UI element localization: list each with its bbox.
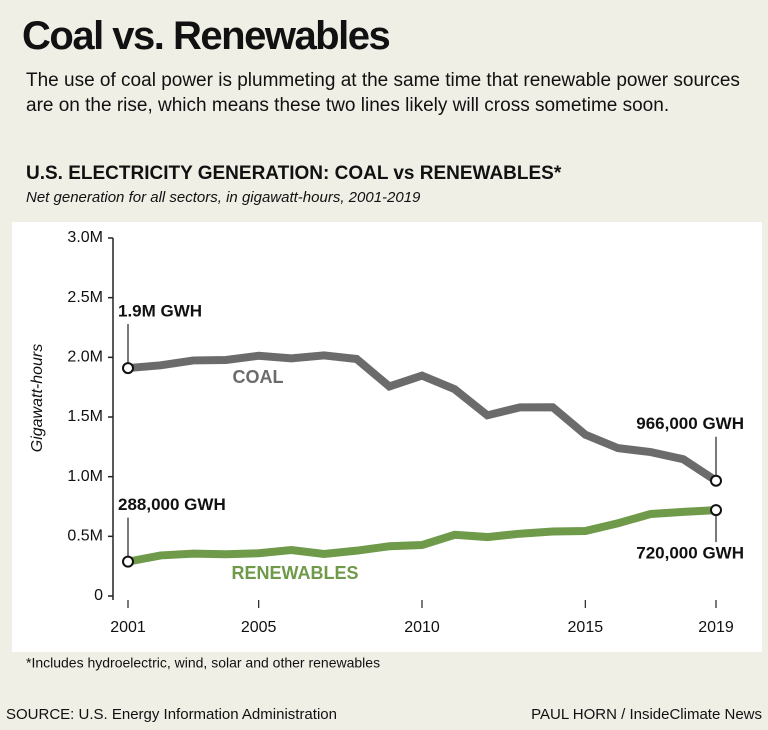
x-tick-label: 2019 <box>698 619 734 636</box>
series-line <box>127 506 717 566</box>
point-marker <box>122 555 134 568</box>
chart-subtitle: Net generation for all sectors, in gigaw… <box>26 189 421 206</box>
x-tick-label: 2005 <box>241 619 277 636</box>
y-tick-label: 1.0M <box>67 468 103 485</box>
page-title: Coal vs. Renewables <box>22 14 391 58</box>
x-tick-label: 2010 <box>404 619 440 636</box>
y-tick-label: 3.0M <box>67 229 103 246</box>
chart-title: U.S. ELECTRICITY GENERATION: COAL vs REN… <box>26 163 562 184</box>
y-tick-label: 1.5M <box>67 408 103 425</box>
source: SOURCE: U.S. Energy Information Administ… <box>6 706 337 723</box>
credit: PAUL HORN / InsideClimate News <box>531 706 762 723</box>
series-label: RENEWABLES <box>231 563 358 583</box>
value-label: 1.9M GWH <box>118 302 202 321</box>
series-line <box>127 351 719 485</box>
x-tick-label: 2015 <box>568 619 604 636</box>
point-marker <box>122 362 134 375</box>
footnote: *Includes hydroelectric, wind, solar and… <box>26 655 380 671</box>
description: The use of coal power is plummeting at t… <box>26 70 740 116</box>
series-label: COAL <box>233 367 284 387</box>
y-tick-label: 0 <box>94 587 103 604</box>
y-tick-label: 0.5M <box>67 528 103 545</box>
point-marker <box>710 504 722 517</box>
plot-panel <box>12 222 762 652</box>
y-axis-label: Gigawatt-hours <box>29 344 46 453</box>
y-tick-label: 2.0M <box>67 349 103 366</box>
y-tick-label: 2.5M <box>67 289 103 306</box>
x-tick-label: 2001 <box>110 619 146 636</box>
point-marker <box>710 474 722 487</box>
value-label: 720,000 GWH <box>636 544 744 563</box>
value-label: 288,000 GWH <box>118 495 226 514</box>
value-label: 966,000 GWH <box>636 414 744 433</box>
